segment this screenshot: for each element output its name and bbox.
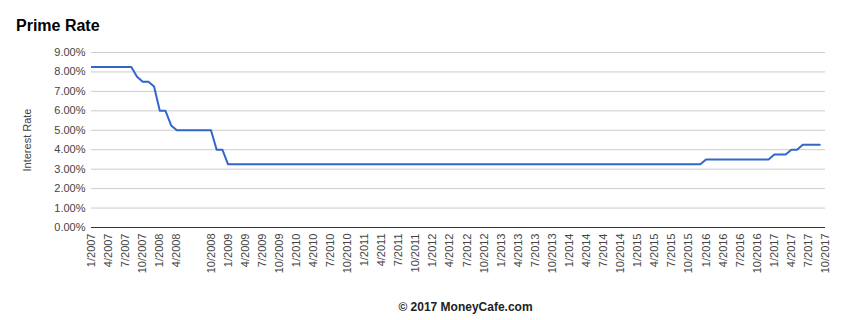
svg-text:8.00%: 8.00% [54,65,85,77]
svg-text:4/2015: 4/2015 [648,234,660,268]
svg-text:10/2017: 10/2017 [819,234,831,274]
svg-text:9.00%: 9.00% [54,46,85,58]
svg-text:1/2007: 1/2007 [85,234,97,268]
svg-text:7/2017: 7/2017 [802,234,814,268]
svg-text:4/2014: 4/2014 [580,234,592,268]
svg-text:7/2013: 7/2013 [529,234,541,268]
svg-text:4/2009: 4/2009 [239,234,251,268]
svg-text:7/2015: 7/2015 [665,234,677,268]
svg-text:1/2011: 1/2011 [358,234,370,267]
svg-text:10/2010: 10/2010 [341,234,353,274]
svg-text:7/2011: 7/2011 [392,234,404,267]
svg-text:4/2011: 4/2011 [375,234,387,267]
svg-text:10/2009: 10/2009 [273,234,285,274]
svg-text:1/2015: 1/2015 [631,234,643,268]
svg-text:4/2010: 4/2010 [307,234,319,268]
svg-text:4/2007: 4/2007 [102,234,114,268]
svg-text:1/2012: 1/2012 [426,234,438,268]
svg-text:7/2012: 7/2012 [461,234,473,268]
svg-text:Interest Rate: Interest Rate [21,109,33,172]
svg-text:1/2017: 1/2017 [768,234,780,268]
svg-text:7/2014: 7/2014 [597,234,609,268]
svg-text:3.00%: 3.00% [54,163,85,175]
svg-text:10/2013: 10/2013 [546,234,558,274]
svg-text:7/2009: 7/2009 [256,234,268,268]
svg-text:1/2010: 1/2010 [290,234,302,268]
svg-text:1/2013: 1/2013 [495,234,507,268]
svg-text:7.00%: 7.00% [54,85,85,97]
svg-text:1/2014: 1/2014 [563,234,575,268]
svg-text:2.00%: 2.00% [54,182,85,194]
svg-text:4/2012: 4/2012 [443,234,455,268]
svg-text:1/2016: 1/2016 [700,234,712,268]
svg-text:4/2017: 4/2017 [785,234,797,268]
svg-text:10/2015: 10/2015 [682,234,694,274]
svg-text:10/2012: 10/2012 [478,234,490,274]
svg-text:10/2014: 10/2014 [614,234,626,274]
html-text:Prime Rate: Prime Rate [16,17,100,34]
svg-text:5.00%: 5.00% [54,124,85,136]
svg-text:10/2016: 10/2016 [751,234,763,274]
svg-text:1/2009: 1/2009 [222,234,234,268]
svg-text:4/2016: 4/2016 [717,234,729,268]
svg-text:4.00%: 4.00% [54,143,85,155]
svg-text:7/2010: 7/2010 [324,234,336,268]
svg-text:7/2007: 7/2007 [119,234,131,268]
svg-text:0.00%: 0.00% [54,221,85,233]
svg-text:1/2008: 1/2008 [153,234,165,268]
html-text:© 2017 MoneyCafe.com: © 2017 MoneyCafe.com [398,300,533,314]
svg-text:4/2013: 4/2013 [512,234,524,268]
svg-text:10/2011: 10/2011 [409,234,421,273]
svg-text:4/2008: 4/2008 [170,234,182,268]
svg-text:6.00%: 6.00% [54,104,85,116]
svg-text:1.00%: 1.00% [54,202,85,214]
svg-text:10/2007: 10/2007 [136,234,148,274]
svg-text:10/2008: 10/2008 [205,234,217,274]
svg-text:7/2016: 7/2016 [734,234,746,268]
